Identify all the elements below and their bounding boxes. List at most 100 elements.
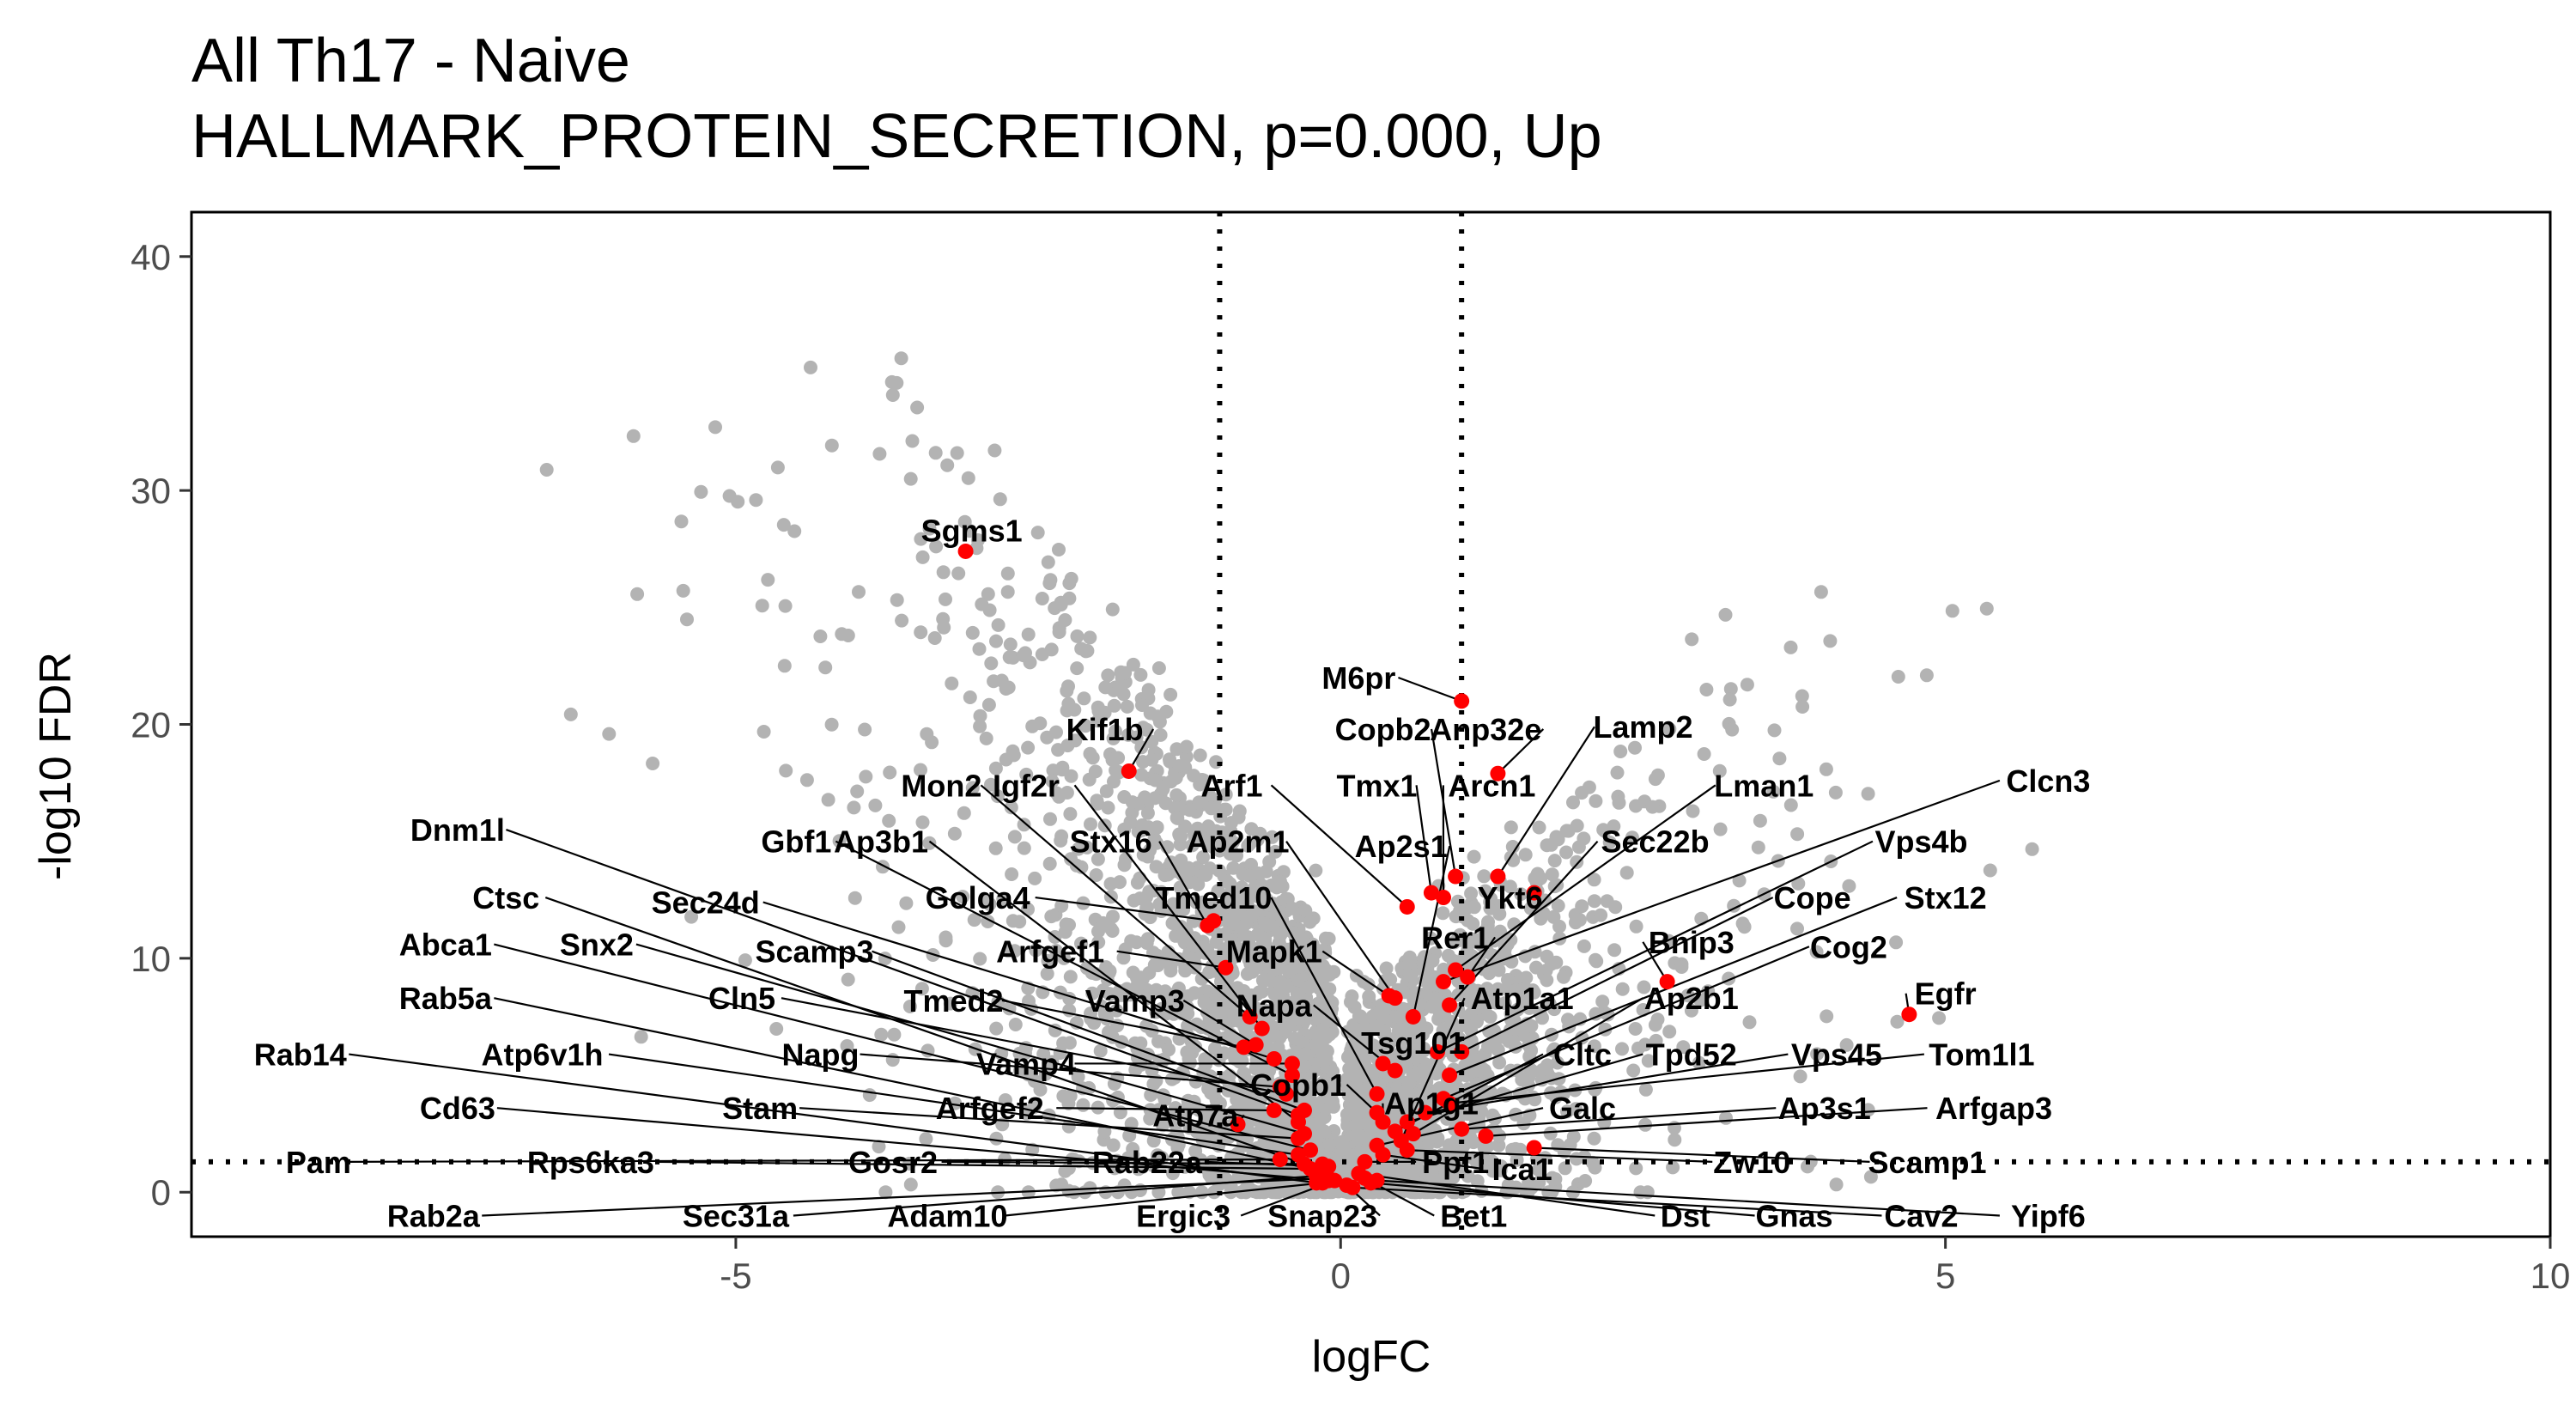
background-point	[1436, 1023, 1450, 1037]
background-point	[957, 514, 972, 529]
background-point	[1364, 1120, 1378, 1134]
background-point	[1169, 1117, 1183, 1132]
background-point	[1863, 1170, 1878, 1184]
background-point	[1179, 739, 1194, 754]
gene-label: Ppt1	[1422, 1145, 1489, 1180]
background-point	[1028, 871, 1042, 885]
background-point	[910, 400, 925, 415]
highlighted-point	[1284, 1055, 1300, 1072]
background-point	[1501, 982, 1516, 997]
highlighted-point	[1327, 1172, 1343, 1189]
background-point	[1107, 775, 1121, 789]
background-point	[1012, 915, 1027, 929]
highlighted-point	[1266, 1050, 1282, 1067]
background-point	[1179, 750, 1194, 764]
background-point	[563, 707, 578, 721]
background-point	[1224, 1154, 1238, 1169]
gene-label: Ergic3	[1136, 1198, 1230, 1233]
background-point	[1198, 1052, 1212, 1067]
background-point	[1101, 800, 1115, 815]
gene-label: Zw10	[1713, 1145, 1790, 1180]
background-point	[630, 587, 645, 601]
leader-line	[762, 901, 1275, 1061]
leader-line	[1035, 896, 1214, 922]
background-point	[813, 629, 828, 643]
background-point	[1607, 819, 1621, 834]
background-point	[1152, 715, 1167, 729]
background-point	[1002, 650, 1017, 665]
highlighted-point	[1369, 1172, 1385, 1189]
leader-line	[1352, 1186, 1882, 1217]
background-point	[1466, 916, 1480, 931]
background-point	[1548, 1172, 1563, 1186]
background-point	[847, 800, 861, 815]
background-point	[1149, 860, 1163, 874]
background-point	[1645, 800, 1660, 814]
background-point	[1232, 804, 1247, 818]
background-point	[1098, 680, 1113, 695]
background-point	[824, 438, 839, 453]
background-point	[1143, 1111, 1157, 1126]
background-point	[1054, 898, 1069, 913]
gene-label: Tpd52	[1646, 1037, 1737, 1073]
background-point	[1052, 543, 1066, 556]
background-point	[1461, 1169, 1475, 1183]
background-point	[1890, 1014, 1905, 1029]
background-point	[1007, 944, 1022, 958]
y-axis-title: -log10 FDR	[31, 652, 81, 880]
background-point	[868, 798, 883, 812]
background-point	[694, 484, 708, 499]
leader-line	[1642, 941, 1668, 982]
gene-label: Sec22b	[1601, 824, 1710, 860]
highlighted-point	[1387, 1062, 1403, 1079]
background-point	[1268, 1006, 1282, 1020]
label-leaders	[349, 676, 2001, 1217]
background-point	[1650, 1013, 1665, 1027]
background-point	[1676, 1040, 1691, 1055]
background-point	[1118, 666, 1133, 680]
background-point	[1753, 813, 1767, 828]
background-point	[1443, 1140, 1457, 1154]
gene-label: Gosr2	[848, 1145, 938, 1180]
background-point	[1828, 785, 1843, 800]
background-point	[999, 752, 1013, 767]
background-point	[1204, 1086, 1218, 1100]
background-point	[1105, 752, 1120, 767]
gene-label: Dst	[1661, 1198, 1710, 1233]
background-point	[1327, 964, 1341, 979]
background-point	[1103, 987, 1117, 1001]
gene-label: Atp6v1h	[482, 1037, 604, 1073]
background-point	[1288, 1031, 1302, 1046]
background-point	[1467, 900, 1481, 915]
background-point	[1697, 747, 1711, 761]
highlighted-point	[1454, 693, 1470, 709]
background-point	[1297, 1072, 1311, 1086]
background-point	[1772, 751, 1787, 766]
background-point	[1043, 573, 1058, 587]
highlighted-point	[1526, 1140, 1542, 1156]
background-point	[1519, 970, 1534, 985]
background-point	[1429, 997, 1443, 1012]
background-point	[821, 793, 835, 807]
gene-label: Egfr	[1915, 976, 1977, 1012]
background-point	[991, 617, 1005, 632]
background-point	[878, 1185, 893, 1200]
gene-label: Lamp2	[1593, 709, 1692, 745]
gene-label: Ica1	[1492, 1152, 1552, 1187]
background-point	[1051, 743, 1066, 757]
background-point	[872, 1140, 886, 1154]
background-point	[1190, 821, 1205, 836]
background-point	[1243, 909, 1258, 924]
background-point	[1376, 1126, 1391, 1140]
background-point	[963, 690, 977, 704]
background-point	[903, 1177, 918, 1192]
leader-line	[1376, 1179, 2000, 1217]
background-point	[1462, 994, 1477, 1008]
highlighted-point	[957, 543, 974, 559]
background-point	[1267, 957, 1281, 971]
leader-line	[349, 1053, 1317, 1184]
background-point	[1187, 769, 1201, 783]
background-point	[1518, 848, 1533, 862]
y-tick-label: 30	[131, 471, 171, 511]
gene-label: Ap3s1	[1778, 1091, 1871, 1126]
